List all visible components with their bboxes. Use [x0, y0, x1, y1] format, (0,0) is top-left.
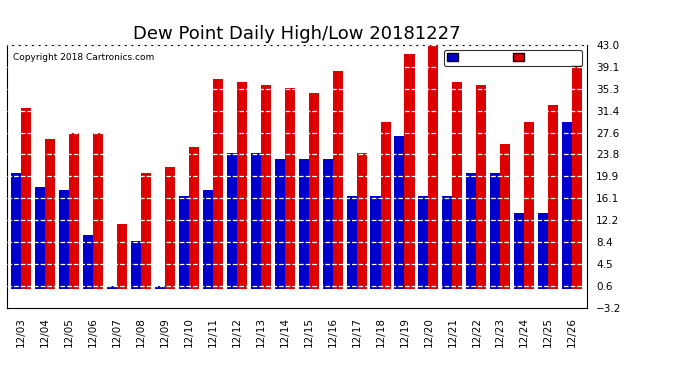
Bar [371, 196, 380, 290]
Bar [285, 88, 295, 290]
Bar [179, 196, 189, 290]
Bar [357, 153, 366, 290]
Bar [299, 159, 308, 290]
Bar [155, 286, 165, 290]
Bar [237, 82, 247, 290]
Bar [514, 213, 524, 290]
Bar [83, 236, 93, 290]
Bar [333, 70, 343, 290]
Bar [476, 85, 486, 290]
Bar [538, 213, 548, 290]
Bar [308, 93, 319, 290]
Bar [453, 82, 462, 290]
Bar [275, 159, 285, 290]
Bar [165, 167, 175, 290]
Title: Dew Point Daily High/Low 20181227: Dew Point Daily High/Low 20181227 [133, 26, 460, 44]
Bar [141, 173, 151, 290]
Bar [93, 133, 104, 290]
Legend: Low  (°F), High  (°F): Low (°F), High (°F) [444, 50, 582, 66]
Bar [346, 196, 357, 290]
Bar [490, 173, 500, 290]
Bar [59, 190, 69, 290]
Text: Copyright 2018 Cartronics.com: Copyright 2018 Cartronics.com [12, 53, 154, 62]
Bar [107, 286, 117, 290]
Bar [189, 147, 199, 290]
Bar [500, 144, 511, 290]
Bar [261, 85, 271, 290]
Bar [572, 65, 582, 290]
Bar [524, 122, 534, 290]
Bar [21, 108, 31, 290]
Bar [322, 159, 333, 290]
Bar [11, 173, 21, 290]
Bar [380, 122, 391, 290]
Bar [548, 105, 558, 290]
Bar [250, 153, 261, 290]
Bar [428, 45, 438, 290]
Bar [227, 153, 237, 290]
Bar [395, 136, 404, 290]
Bar [466, 173, 476, 290]
Bar [442, 196, 453, 290]
Bar [213, 79, 223, 290]
Bar [418, 196, 428, 290]
Bar [562, 122, 572, 290]
Bar [131, 241, 141, 290]
Bar [117, 224, 127, 290]
Bar [203, 190, 213, 290]
Bar [46, 139, 55, 290]
Bar [69, 133, 79, 290]
Bar [404, 54, 415, 290]
Bar [35, 187, 46, 290]
